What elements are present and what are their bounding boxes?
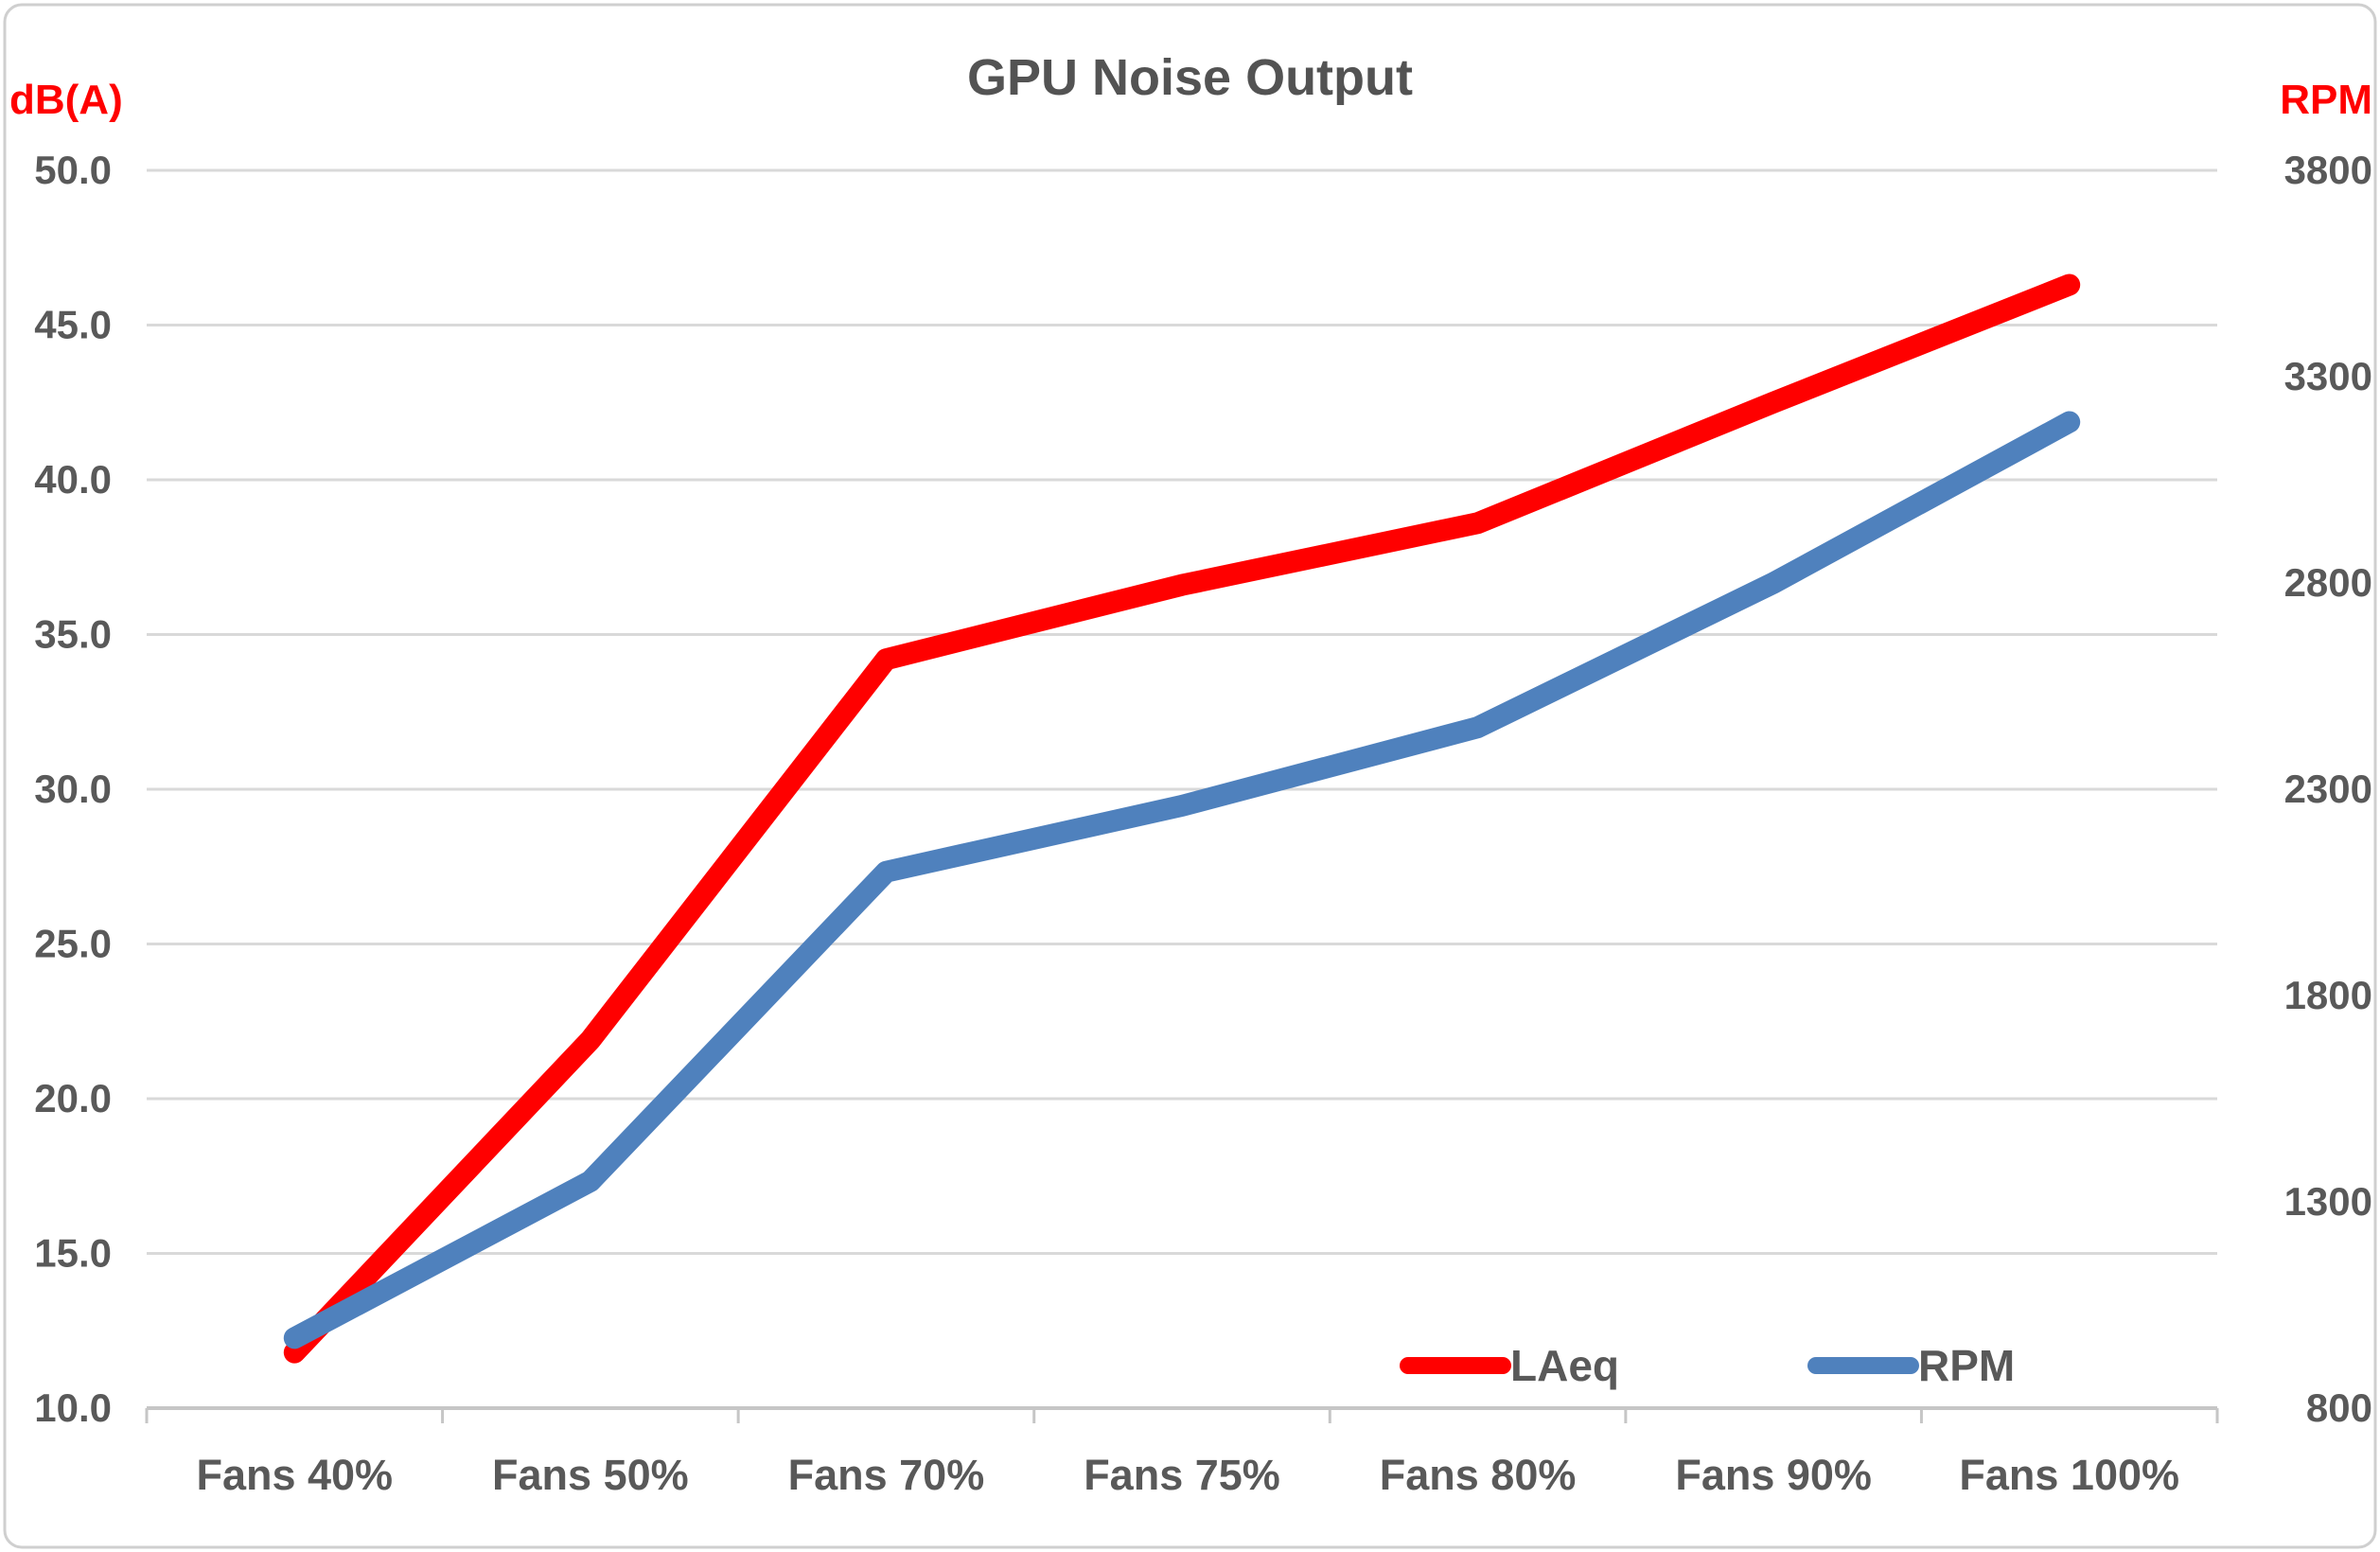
right-axis-tick-label: 800 xyxy=(2306,1385,2372,1430)
x-axis-category-label: Fans 80% xyxy=(1380,1451,1577,1499)
left-axis-tick-label: 40.0 xyxy=(34,457,112,502)
left-axis-tick-label: 15.0 xyxy=(34,1231,112,1276)
left-axis-tick-label: 10.0 xyxy=(34,1385,112,1430)
right-axis-tick-label: 1800 xyxy=(2284,973,2372,1017)
right-axis-title: RPM xyxy=(2280,77,2372,123)
left-axis-title: dB(A) xyxy=(9,77,123,123)
legend-item-laeq: LAeq xyxy=(1400,1341,1619,1390)
laeq-line xyxy=(283,273,2081,1364)
left-axis-tick-label: 20.0 xyxy=(34,1076,112,1120)
right-axis-tick-label: 2800 xyxy=(2284,560,2372,605)
x-axis-category-label: Fans 75% xyxy=(1084,1451,1280,1499)
x-axis-category-label: Fans 90% xyxy=(1675,1451,1872,1499)
x-axis-category-label: Fans 40% xyxy=(196,1451,393,1499)
x-axis-category-label: Fans 100% xyxy=(1959,1451,2179,1499)
legend-label-laeq: LAeq xyxy=(1510,1341,1619,1390)
right-axis-tick-label: 1300 xyxy=(2284,1179,2372,1224)
left-axis-tick-label: 25.0 xyxy=(34,922,112,966)
right-axis-tick-label: 2300 xyxy=(2284,767,2372,811)
legend-label-rpm: RPM xyxy=(1918,1341,2015,1390)
legend: LAeq RPM xyxy=(1400,1341,2015,1390)
chart-border xyxy=(3,3,2377,1549)
rpm-line xyxy=(283,411,2081,1349)
x-axis-category-label: Fans 50% xyxy=(492,1451,689,1499)
left-axis-tick-label: 35.0 xyxy=(34,612,112,657)
chart-title: GPU Noise Output xyxy=(967,49,1413,106)
right-axis-tick-label: 3300 xyxy=(2284,354,2372,398)
legend-item-rpm: RPM xyxy=(1807,1341,2015,1390)
right-axis-tick-label: 3800 xyxy=(2284,148,2372,192)
left-axis-tick-label: 45.0 xyxy=(34,303,112,347)
x-axis-category-label: Fans 70% xyxy=(788,1451,985,1499)
left-axis-tick-label: 30.0 xyxy=(34,767,112,811)
left-axis-tick-label: 50.0 xyxy=(34,148,112,192)
